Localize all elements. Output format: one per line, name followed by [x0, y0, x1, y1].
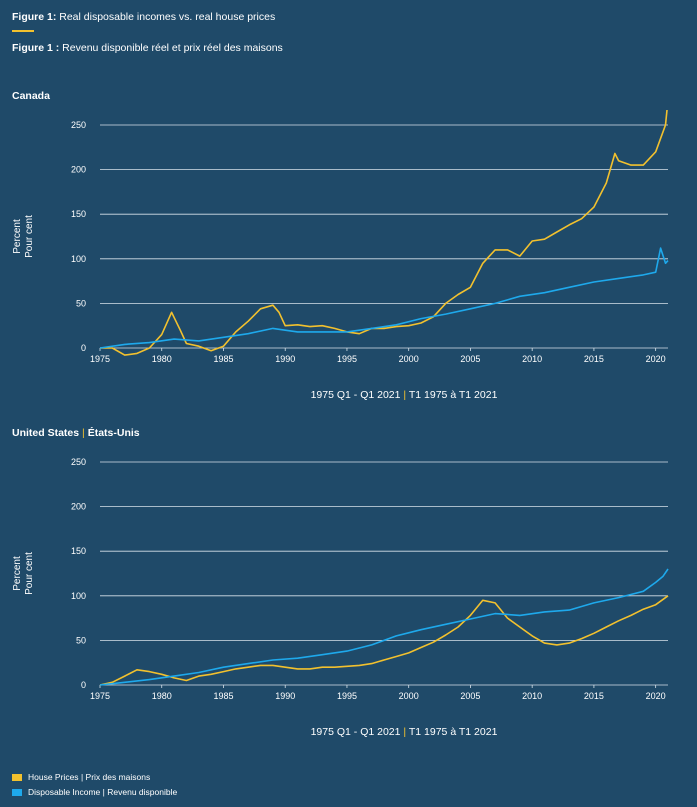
series-line-house-prices	[99, 595, 669, 686]
title-accent-rule	[12, 30, 34, 32]
y-axis-label: PercentPour cent	[12, 215, 35, 258]
x-tick-label: 2000	[399, 354, 419, 364]
us-panel-title: United States | États-Unis	[12, 427, 140, 439]
x-axis-label-fr: T1 1975 à T1 2021	[406, 726, 497, 738]
y-axis-label-line: Pour cent	[24, 215, 35, 258]
x-tick-label: 2020	[646, 691, 666, 701]
legend-sep: |	[102, 787, 105, 797]
x-tick-label: 2005	[460, 691, 480, 701]
x-tick-label: 1985	[213, 354, 233, 364]
us-panel-title-en: United States	[12, 427, 80, 439]
y-axis-label-line: Percent	[12, 556, 23, 591]
y-tick-label: 200	[71, 502, 86, 512]
x-axis-label-fr: T1 1975 à T1 2021	[406, 389, 497, 401]
y-tick-label: 150	[71, 209, 86, 219]
y-axis-label: PercentPour cent	[12, 552, 35, 595]
x-tick-label: 2005	[460, 354, 480, 364]
us-panel-title-fr: États-Unis	[87, 427, 140, 439]
legend-label-fr: Prix des maisons	[85, 772, 151, 782]
x-tick-label: 2015	[584, 354, 604, 364]
legend-item-disposable-income: Disposable Income | Revenu disponible	[12, 787, 177, 797]
x-tick-label: 1990	[275, 354, 295, 364]
legend-label-fr: Revenu disponible	[107, 787, 178, 797]
x-axis-label: 1975 Q1 - Q1 2021 | T1 1975 à T1 2021	[311, 389, 498, 401]
y-tick-label: 100	[71, 254, 86, 264]
legend-label-en: Disposable Income	[28, 787, 101, 797]
us-panel-title-sep: |	[82, 427, 85, 439]
y-tick-label: 50	[76, 635, 86, 645]
y-tick-label: 100	[71, 591, 86, 601]
figure-title-en-text: Real disposable incomes vs. real house p…	[56, 11, 276, 23]
x-tick-label: 2010	[522, 691, 542, 701]
x-axis-label-en: 1975 Q1 - Q1 2021	[311, 726, 404, 738]
y-tick-label: 250	[71, 457, 86, 467]
x-axis-label-sep: |	[403, 726, 406, 738]
series-line-disposable-income	[99, 247, 669, 349]
x-tick-label: 1985	[213, 691, 233, 701]
x-tick-label: 2000	[399, 691, 419, 701]
figure-title-fr-text: Revenu disponible réel et prix réel des …	[59, 42, 283, 54]
canada-chart: 0 50 100 150 200 250 1975 1980 1985 1990 1995 2000 2…	[12, 110, 669, 401]
x-tick-label: 1995	[337, 354, 357, 364]
x-tick-label: 2010	[522, 354, 542, 364]
legend-sep: |	[80, 772, 84, 782]
y-axis-label-line: Pour cent	[24, 552, 35, 595]
legend-label-en: House Prices	[28, 772, 79, 782]
canada-panel-title: Canada	[12, 90, 50, 102]
y-tick-label: 250	[71, 120, 86, 130]
x-tick-label: 1980	[152, 354, 172, 364]
x-tick-label: 1980	[152, 691, 172, 701]
x-tick-label: 1990	[275, 691, 295, 701]
y-tick-label: 50	[76, 298, 86, 308]
x-axis-label-sep: |	[403, 389, 406, 401]
x-axis-label: 1975 Q1 - Q1 2021 | T1 1975 à T1 2021	[311, 726, 498, 738]
y-tick-label: 200	[71, 165, 86, 175]
y-axis-label-line: Percent	[12, 219, 23, 254]
y-tick-label: 150	[71, 546, 86, 556]
y-tick-label: 0	[81, 343, 86, 353]
figure-title-en-prefix: Figure 1:	[12, 11, 57, 23]
legend-item-house-prices: House Prices | Prix des maisons	[12, 772, 150, 782]
figure-title-en: Figure 1: Real disposable incomes vs. re…	[12, 11, 275, 24]
x-tick-label: 1975	[90, 354, 110, 364]
figure-title-fr: Figure 1 : Revenu disponible réel et pri…	[12, 42, 283, 55]
series-line-disposable-income	[99, 568, 669, 686]
series-line-house-prices	[100, 110, 668, 356]
figure-title-fr-prefix: Figure 1 :	[12, 42, 60, 54]
y-tick-label: 0	[81, 680, 86, 690]
x-axis-label-en: 1975 Q1 - Q1 2021	[311, 389, 404, 401]
x-tick-label: 1975	[90, 691, 110, 701]
legend-swatch-house-prices	[12, 774, 22, 781]
x-tick-label: 2015	[584, 691, 604, 701]
legend-swatch-disposable-income	[12, 789, 22, 796]
x-tick-label: 2020	[646, 354, 666, 364]
us-chart: 0 50 100 150 200 250 1975 1980 1985 1990 1995 2000 2…	[12, 457, 669, 738]
x-tick-label: 1995	[337, 691, 357, 701]
